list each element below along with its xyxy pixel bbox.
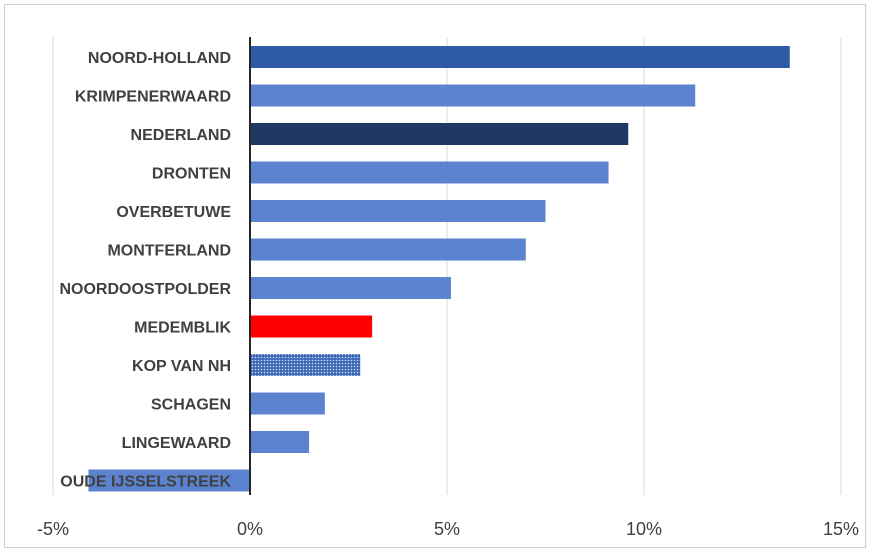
chart-frame: NOORD-HOLLAND KRIMPENERWAARD NEDERLAND DRON… [4,4,866,548]
bar-overbetuwe [250,200,546,222]
category-label: NOORDOOSTPOLDER [59,281,231,298]
bar-kop-van-nh [250,354,361,376]
category-label: OUDE IJSSELSTREEK [60,474,231,491]
x-tick-labels: -5% 0% 5% 10% 15% [37,519,859,539]
bar-lingewaard [250,431,310,453]
x-tick-label: 5% [434,519,460,539]
category-label: NEDERLAND [131,127,231,144]
category-labels: NOORD-HOLLAND KRIMPENERWAARD NEDERLAND DRON… [59,50,231,491]
bars [88,46,790,492]
x-tick-label: 10% [626,519,662,539]
category-label: MEDEMBLIK [134,320,231,337]
bar-nederland [250,123,629,145]
category-label: SCHAGEN [151,397,231,414]
category-label: LINGEWAARD [122,435,231,452]
category-label: KOP VAN NH [132,358,231,375]
bar-montferland [250,238,526,261]
bar-noord-holland [250,46,790,68]
category-label: MONTFERLAND [107,243,231,260]
category-label: KRIMPENERWAARD [75,89,231,106]
bar-oude-ijsselstreek [88,469,251,492]
bar-noordoostpolder [250,277,451,299]
gridlines [52,37,842,495]
bar-medemblik [250,315,373,338]
bar-chart: NOORD-HOLLAND KRIMPENERWAARD NEDERLAND DRON… [37,37,859,539]
category-label: DRONTEN [152,166,231,183]
category-label: NOORD-HOLLAND [88,50,231,67]
category-label: OVERBETUWE [116,204,231,221]
bar-krimpenerwaard [250,84,696,107]
x-tick-label: 0% [237,519,263,539]
bar-dronten [250,161,609,184]
bar-schagen [250,392,325,415]
x-tick-label: -5% [37,519,69,539]
x-tick-label: 15% [823,519,859,539]
